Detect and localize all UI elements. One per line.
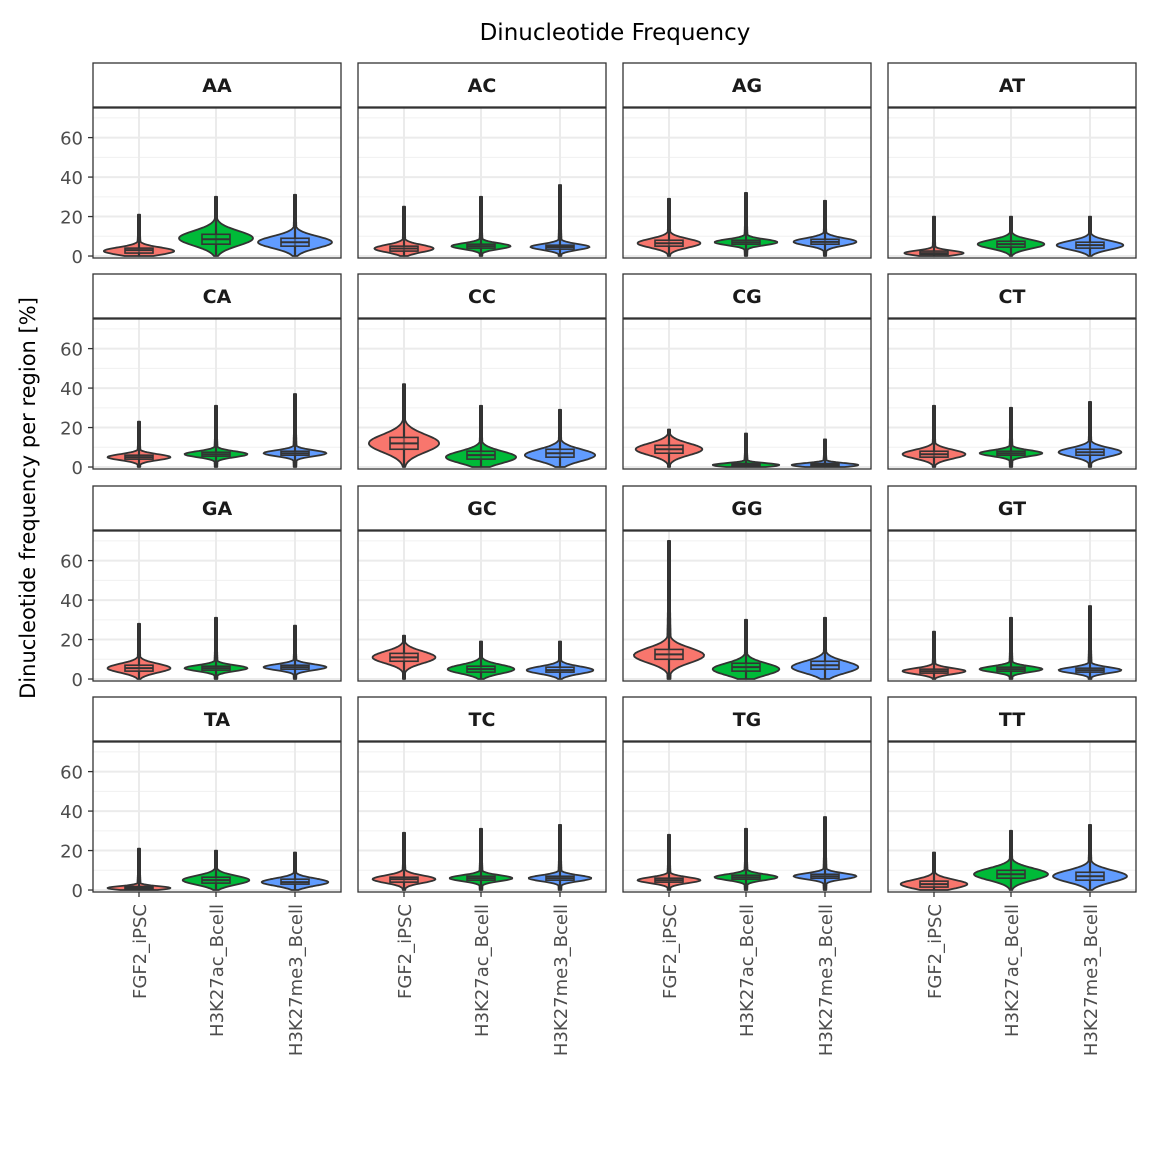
facet-strip (622, 62, 872, 108)
facet-strip (887, 62, 1137, 108)
y-tick-label: 60 (60, 129, 83, 150)
facet-label: AT (999, 75, 1025, 97)
x-tick-label: FGF2_iPSC (395, 904, 416, 999)
chart-title: Dinucleotide Frequency (480, 20, 751, 46)
x-tick-label: H3K27me3_Bcell (551, 904, 572, 1056)
x-tick-label: FGF2_iPSC (925, 904, 946, 999)
facet-label: GA (202, 498, 233, 520)
facet-label: GG (731, 498, 762, 520)
facet-label: GC (467, 498, 497, 520)
x-tick-label: FGF2_iPSC (130, 904, 151, 999)
y-tick-label: 20 (60, 208, 83, 229)
facet-strip (92, 485, 342, 531)
facet-label: TG (733, 709, 762, 731)
y-tick-label: 0 (72, 247, 83, 268)
x-tick-label: H3K27ac_Bcell (1002, 904, 1023, 1037)
y-tick-label: 40 (60, 591, 83, 612)
facet-strip (622, 696, 872, 742)
facet-strip (92, 62, 342, 108)
x-tick-label: H3K27me3_Bcell (816, 904, 837, 1056)
facet-strip (357, 273, 607, 319)
y-tick-label: 40 (60, 168, 83, 189)
facet-strip (887, 273, 1137, 319)
y-tick-label: 20 (60, 631, 83, 652)
x-tick-label: H3K27ac_Bcell (737, 904, 758, 1037)
facet-label: CA (203, 286, 232, 308)
facet-panels: AA 0 20 40 60 AC AG AT CA 0 20 40 60 CC CG CT GA 0 20 40 60 G… (60, 62, 1137, 1056)
facet-strip (92, 696, 342, 742)
x-tick-label: H3K27ac_Bcell (207, 904, 228, 1037)
panel-border (92, 741, 342, 893)
panel-border (622, 530, 872, 682)
x-tick-label: H3K27me3_Bcell (286, 904, 307, 1056)
x-tick-label: FGF2_iPSC (660, 904, 681, 999)
facet-label: AA (202, 75, 232, 97)
facet-label: TT (999, 709, 1025, 731)
panel-border (92, 318, 342, 470)
y-tick-label: 40 (60, 379, 83, 400)
y-tick-label: 20 (60, 419, 83, 440)
facet-label: TA (204, 709, 230, 731)
y-tick-label: 40 (60, 802, 83, 823)
facet-label: CC (468, 286, 496, 308)
y-tick-label: 60 (60, 552, 83, 573)
facet-label: CT (999, 286, 1026, 308)
y-tick-label: 60 (60, 340, 83, 361)
y-tick-label: 60 (60, 763, 83, 784)
facet-strip (357, 696, 607, 742)
x-tick-label: H3K27me3_Bcell (1081, 904, 1102, 1056)
panel-border (357, 107, 607, 259)
y-tick-label: 20 (60, 842, 83, 863)
y-tick-label: 0 (72, 881, 83, 902)
panel-border (887, 741, 1137, 893)
facet-strip (92, 273, 342, 319)
panel-border (887, 107, 1137, 259)
panel-border (622, 318, 872, 470)
y-tick-label: 0 (72, 670, 83, 691)
panel-border (357, 318, 607, 470)
panel-border (92, 530, 342, 682)
panel-border (887, 318, 1137, 470)
y-axis-label: Dinucleotide frequency per region [%] (16, 297, 40, 699)
facet-label: GT (998, 498, 1026, 520)
x-tick-label: H3K27ac_Bcell (472, 904, 493, 1037)
facet-label: AC (468, 75, 497, 97)
facet-label: TC (469, 709, 496, 731)
y-tick-label: 0 (72, 458, 83, 479)
panel-border (92, 107, 342, 259)
panel-border (357, 741, 607, 893)
panel-border (357, 530, 607, 682)
facet-strip (357, 485, 607, 531)
facet-strip (887, 485, 1137, 531)
facet-strip (622, 485, 872, 531)
facet-label: AG (732, 75, 762, 97)
panel-border (622, 107, 872, 259)
panel-border (887, 530, 1137, 682)
facet-strip (357, 62, 607, 108)
facet-label: CG (732, 286, 762, 308)
facet-strip (887, 696, 1137, 742)
facet-strip (622, 273, 872, 319)
panel-border (622, 741, 872, 893)
